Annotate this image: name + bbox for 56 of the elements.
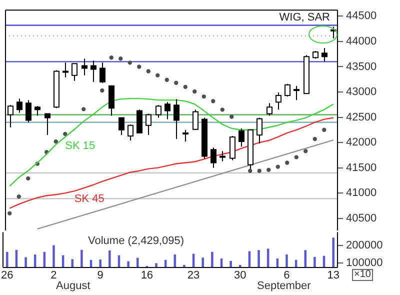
point bbox=[54, 139, 58, 144]
series-label: SK 45 bbox=[74, 193, 104, 206]
point bbox=[183, 84, 188, 90]
x-tick-label: 26 bbox=[1, 270, 14, 282]
point bbox=[220, 108, 224, 112]
x-tick-label: 2 bbox=[50, 270, 57, 282]
point bbox=[128, 60, 132, 65]
point bbox=[164, 78, 169, 82]
point bbox=[276, 164, 280, 169]
point bbox=[248, 168, 252, 173]
point bbox=[266, 168, 271, 172]
x-tick-label: 16 bbox=[140, 270, 154, 282]
y-tick-label: 43000 bbox=[346, 86, 377, 98]
point bbox=[82, 107, 86, 112]
x-tick-label: 6 bbox=[284, 270, 290, 282]
point bbox=[118, 56, 123, 61]
point bbox=[109, 56, 114, 60]
point bbox=[202, 94, 206, 99]
series-label: SK 15 bbox=[65, 140, 96, 152]
y-tick-label: 44500 bbox=[346, 10, 377, 22]
x-tick-label: 23 bbox=[187, 270, 200, 282]
y-tick-label: 200000 bbox=[346, 240, 383, 252]
x-tick-label: 9 bbox=[97, 270, 104, 282]
y-tick-label: 42000 bbox=[346, 136, 377, 149]
point bbox=[211, 98, 216, 104]
point bbox=[192, 89, 197, 94]
y-tick-label: 41000 bbox=[346, 187, 377, 200]
y-axis-title: ×10 bbox=[352, 269, 373, 281]
point bbox=[63, 132, 68, 136]
point bbox=[8, 211, 12, 216]
point bbox=[100, 88, 104, 93]
point bbox=[26, 176, 30, 181]
point bbox=[230, 114, 234, 119]
y-tick-label: 41500 bbox=[346, 162, 377, 174]
text: September bbox=[257, 280, 311, 292]
y-tick-label: 42500 bbox=[346, 111, 377, 124]
point bbox=[304, 149, 308, 154]
text: August bbox=[56, 280, 90, 292]
x-tick-label: 13 bbox=[327, 270, 340, 282]
point bbox=[156, 73, 160, 78]
point bbox=[257, 168, 262, 173]
point bbox=[285, 160, 290, 165]
point bbox=[146, 69, 150, 74]
y-tick-label: 44000 bbox=[346, 35, 377, 48]
y-tick-label: 40500 bbox=[346, 212, 377, 224]
point bbox=[312, 136, 317, 142]
annotation: Volume (2,429,095) bbox=[88, 235, 184, 247]
point bbox=[16, 194, 21, 199]
point bbox=[174, 80, 178, 85]
point bbox=[137, 64, 142, 69]
y-tick-label: 43500 bbox=[346, 60, 377, 73]
point bbox=[322, 128, 326, 132]
point bbox=[294, 155, 298, 160]
y-tick-label: 100000 bbox=[346, 256, 383, 269]
x-tick-label: 30 bbox=[234, 270, 246, 282]
chart-title: WIG, SAR bbox=[279, 12, 330, 24]
